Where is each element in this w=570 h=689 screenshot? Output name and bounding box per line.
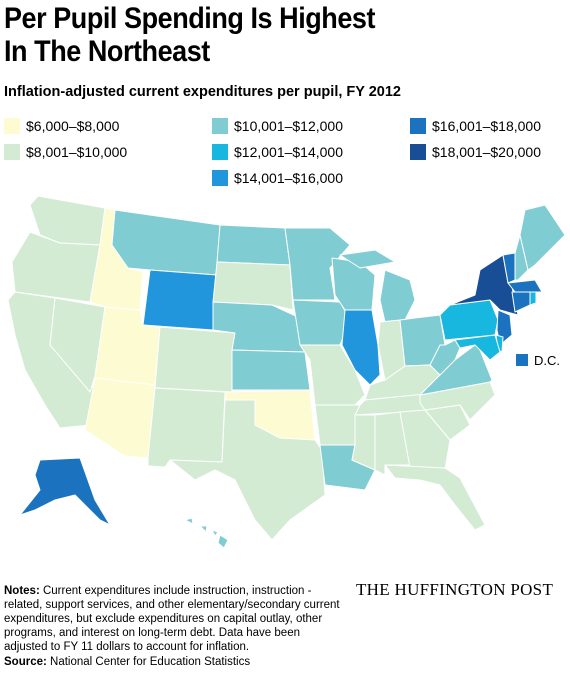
region xyxy=(216,224,291,266)
title-line: In The Northeast xyxy=(4,35,210,68)
region xyxy=(299,344,366,406)
region xyxy=(49,297,106,393)
legend-label: $10,001–$12,000 xyxy=(234,118,343,134)
legend-item: $6,000–$8,000 xyxy=(4,118,119,134)
source-label: Source: xyxy=(4,656,47,668)
title-line: Per Pupil Spending Is Highest xyxy=(4,2,376,35)
legend-swatch xyxy=(212,118,228,134)
legend-item: $16,001–$18,000 xyxy=(410,118,541,134)
region xyxy=(507,279,543,293)
dc-marker xyxy=(516,354,528,366)
region xyxy=(169,399,326,541)
region xyxy=(529,291,537,306)
notes-label: Notes: xyxy=(4,585,40,597)
legend-swatch xyxy=(212,144,228,160)
region xyxy=(314,404,361,446)
notes: Notes: Current expenditures include inst… xyxy=(4,584,344,654)
dc-label: D.C. xyxy=(534,353,560,368)
region xyxy=(184,517,229,549)
region xyxy=(154,326,236,393)
legend-label: $8,001–$10,000 xyxy=(26,144,128,160)
region xyxy=(292,299,351,346)
legend-item: $14,001–$16,000 xyxy=(212,170,343,186)
region xyxy=(519,204,566,271)
region xyxy=(147,387,226,468)
region xyxy=(284,227,351,301)
legend-item: $10,001–$12,000 xyxy=(212,118,343,134)
legend-label: $12,001–$14,000 xyxy=(234,144,343,160)
legend-swatch xyxy=(4,144,20,160)
region xyxy=(142,269,218,331)
notes-text: Current expenditures include instruction… xyxy=(4,585,340,653)
title: Per Pupil Spending Is Highest In The Nort… xyxy=(4,2,409,68)
legend-label: $14,001–$16,000 xyxy=(234,170,343,186)
region xyxy=(511,291,531,313)
region xyxy=(351,414,376,471)
region xyxy=(111,209,221,276)
legend-item: $18,001–$20,000 xyxy=(410,144,541,160)
region xyxy=(384,464,486,531)
subtitle: Inflation-adjusted current expenditures … xyxy=(4,84,401,100)
region xyxy=(439,299,499,341)
legend-swatch xyxy=(4,118,20,134)
legend-label: $18,001–$20,000 xyxy=(432,144,541,160)
region xyxy=(341,309,381,386)
legend-label: $6,000–$8,000 xyxy=(26,118,120,134)
region xyxy=(84,377,156,459)
legend-swatch xyxy=(212,170,228,186)
legend-swatch xyxy=(410,144,426,160)
region xyxy=(514,234,529,281)
source-text: National Center for Education Statistics xyxy=(50,656,251,668)
region xyxy=(231,349,311,391)
source: Source: National Center for Education St… xyxy=(4,656,250,668)
logo: THE HUFFINGTON POST xyxy=(356,580,554,599)
legend-item: $12,001–$14,000 xyxy=(212,144,343,160)
region xyxy=(212,261,294,311)
legend-item: $8,001–$10,000 xyxy=(4,144,127,160)
region xyxy=(19,457,111,526)
region xyxy=(454,334,501,361)
legend-swatch xyxy=(410,118,426,134)
region xyxy=(419,381,496,421)
legend-label: $16,001–$18,000 xyxy=(432,118,541,134)
